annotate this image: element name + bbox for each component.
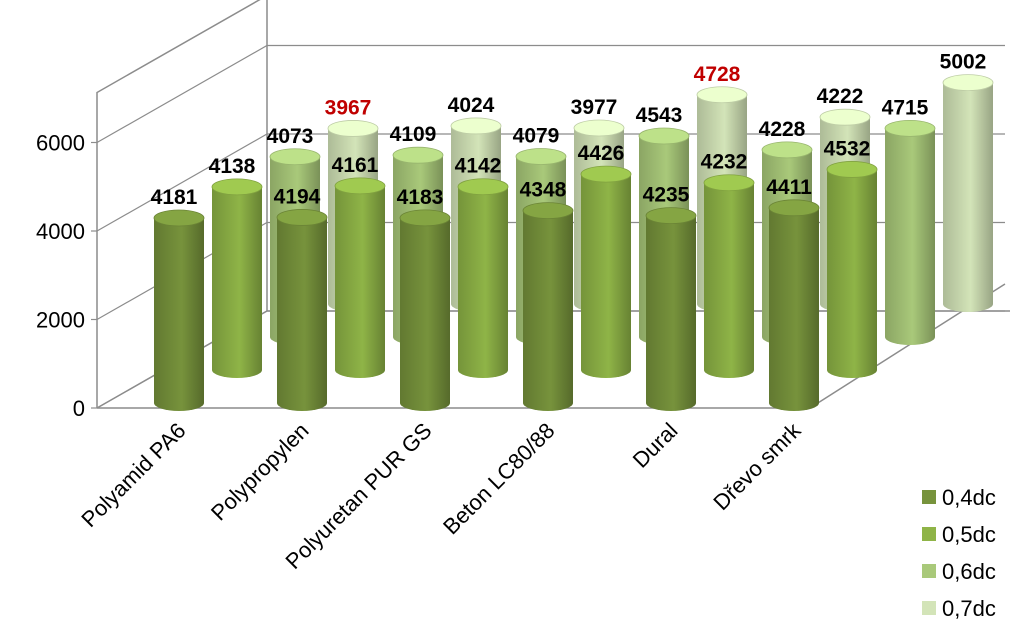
category-label: Polyamid PA6: [76, 418, 190, 532]
data-label: 4142: [455, 155, 502, 178]
data-label: 4235: [643, 184, 690, 207]
legend-label: 0,7dc: [942, 596, 996, 621]
y-tick-label: 4000: [36, 219, 85, 244]
category-label: Dural: [628, 418, 683, 473]
data-label: 4181: [151, 186, 198, 209]
bar-0,4dc-Dural: [645, 207, 697, 411]
bar-0,4dc-Polyuretan PUR GS: [399, 209, 451, 411]
legend-swatch: [922, 490, 936, 504]
data-label: 4194: [274, 185, 321, 208]
data-label: 4728: [694, 63, 741, 86]
bar-0,4dc-Dřevo smrk: [768, 199, 820, 411]
bar-0,5dc-Polypropylen: [334, 177, 386, 378]
data-label: 4348: [520, 179, 567, 202]
data-label: 4138: [209, 155, 256, 178]
category-label: Dřevo smrk: [708, 417, 806, 515]
y-axis-ticks: 0 2000 4000 6000: [36, 131, 97, 421]
data-label: 3977: [571, 96, 618, 119]
data-label: 4109: [390, 123, 437, 146]
bar-0,5dc-Polyuretan PUR GS: [457, 178, 509, 378]
legend-label: 0,6dc: [942, 559, 996, 584]
bar-0,5dc-Beton LC80/88: [580, 165, 632, 378]
bar-0,4dc-Polyamid PA6: [153, 209, 205, 411]
y-tick-label: 0: [73, 396, 85, 421]
bar-0,5dc-Polyamid PA6: [211, 178, 263, 378]
left-wall-edge: [96, 0, 261, 408]
legend: 0,4dc 0,5dc 0,6dc 0,7dc: [922, 485, 996, 621]
data-label: 4543: [636, 104, 683, 127]
data-label: 4232: [701, 151, 748, 174]
legend-swatch: [922, 601, 936, 615]
data-label: 5002: [940, 51, 987, 74]
y-tick-label: 2000: [36, 308, 85, 333]
data-label: 4426: [578, 142, 625, 165]
gridline: [96, 44, 1005, 144]
data-label: 3967: [325, 96, 372, 119]
data-label: 4079: [513, 125, 560, 148]
bar-0,4dc-Polypropylen: [276, 209, 328, 411]
data-label: 4532: [824, 137, 871, 160]
category-label: Beton LC80/88: [438, 418, 559, 539]
data-label: 4715: [882, 96, 929, 119]
bar-0,7dc-Dřevo smrk: [942, 74, 994, 312]
legend-label: 0,4dc: [942, 485, 996, 510]
data-labels: 3967 4024 3977 4728 4222 5002 4073 4109 4079 4543…: [151, 51, 987, 209]
bar-0,5dc-Dural: [703, 174, 755, 378]
data-label: 4228: [759, 118, 806, 141]
gridline: [96, 221, 1005, 321]
y-tick-label: 6000: [36, 131, 85, 156]
data-label: 4222: [817, 85, 864, 108]
gridlines: [96, 44, 1005, 409]
data-label: 4073: [267, 125, 314, 148]
legend-swatch: [922, 527, 936, 541]
category-label: Polypropylen: [206, 418, 314, 526]
bars: [153, 74, 994, 411]
legend-label: 0,5dc: [942, 522, 996, 547]
gridline: [96, 133, 1005, 232]
data-label: 4024: [448, 94, 495, 117]
data-label: 4183: [397, 186, 444, 209]
bar-0,4dc-Beton LC80/88: [522, 202, 574, 411]
gridline: [96, 310, 1005, 409]
bar-0,5dc-Dřevo smrk: [826, 161, 878, 378]
legend-swatch: [922, 564, 936, 578]
bar-0,6dc-Dřevo smrk: [884, 119, 936, 345]
data-label: 4411: [766, 176, 812, 199]
data-label: 4161: [332, 154, 379, 177]
